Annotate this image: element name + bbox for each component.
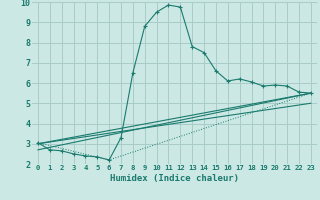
X-axis label: Humidex (Indice chaleur): Humidex (Indice chaleur): [110, 174, 239, 183]
